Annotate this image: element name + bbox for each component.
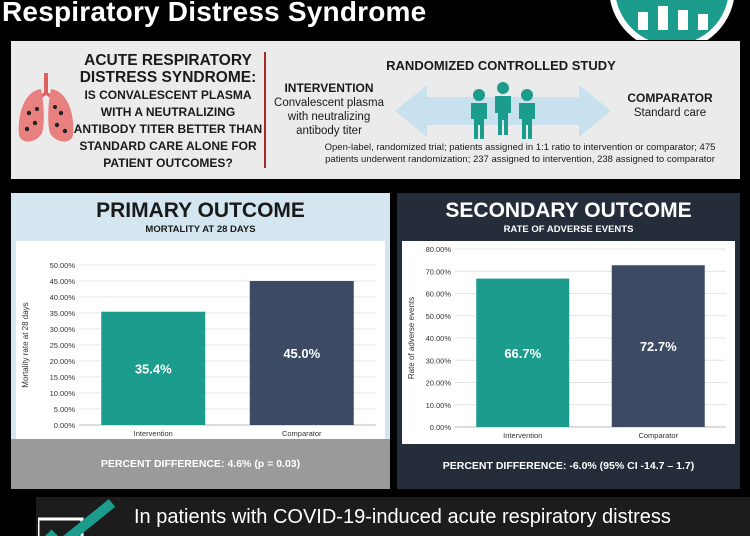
data-label: 66.7% <box>504 346 541 361</box>
y-tick-label: 35.00% <box>50 309 76 318</box>
y-tick-label: 0.00% <box>54 421 76 430</box>
rct-title: RANDOMIZED CONTROLLED STUDY <box>386 58 616 73</box>
intervention-label: INTERVENTION <box>284 81 374 95</box>
y-axis-label: Mortality rate at 28 days <box>21 302 30 387</box>
primary-chart: 0.00% 5.00% 10.00% 15.00% 20.00% 25.00% 30.00%… <box>16 241 385 439</box>
secondary-title: SECONDARY OUTCOME <box>445 199 692 222</box>
lungs-icon <box>18 73 74 142</box>
y-tick-label: 25.00% <box>50 341 76 350</box>
question-title: ACUTE RESPIRATORY DISTRESS SYNDROME: <box>79 52 257 86</box>
secondary-outcome-panel: SECONDARY OUTCOME RATE OF ADVERSE EVENTS… <box>397 193 740 489</box>
conclusion-bar: In patients with COVID-19-induced acute … <box>36 497 750 536</box>
y-tick-label: 50.00% <box>50 261 76 270</box>
secondary-chart-svg: 0.00% 10.00% 20.00% 30.00% 40.00% 50.00% 60.00… <box>407 245 726 440</box>
people-icon <box>395 82 611 139</box>
divider <box>264 52 266 168</box>
secondary-percent-difference: PERCENT DIFFERENCE: -6.0% (95% CI -14.7 … <box>442 460 695 472</box>
primary-percent-difference: PERCENT DIFFERENCE: 4.6% (p = 0.03) <box>11 439 390 489</box>
y-tick-label: 15.00% <box>50 373 76 382</box>
y-tick-label: 70.00% <box>426 267 452 276</box>
primary-subtitle: MORTALITY AT 28 DAYS <box>145 224 256 235</box>
x-tick-label: Intervention <box>503 431 542 440</box>
x-tick-label: Comparator <box>638 431 678 440</box>
data-label: 45.0% <box>283 346 320 361</box>
y-tick-label: 20.00% <box>426 379 452 388</box>
secondary-subtitle: RATE OF ADVERSE EVENTS <box>503 224 634 235</box>
intervention-text: Convalescent plasma with neutralizing an… <box>274 97 384 137</box>
x-tick-label: Comparator <box>282 429 322 438</box>
bar-comparator <box>249 281 354 425</box>
rct-description: Open-label, randomized trial; patients a… <box>324 142 716 165</box>
y-tick-label: 80.00% <box>426 245 452 254</box>
y-tick-label: 40.00% <box>426 334 452 343</box>
y-tick-label: 40.00% <box>50 293 76 302</box>
y-axis-label: Rate of adverse events <box>407 297 416 379</box>
y-tick-label: 5.00% <box>54 405 76 414</box>
y-tick-label: 30.00% <box>50 325 76 334</box>
y-tick-label: 50.00% <box>426 312 452 321</box>
y-tick-label: 20.00% <box>50 357 76 366</box>
primary-chart-svg: 0.00% 5.00% 10.00% 15.00% 20.00% 25.00% 30.00%… <box>21 261 376 438</box>
comparator-label: COMPARATOR <box>627 91 713 105</box>
secondary-chart: 0.00% 10.00% 20.00% 30.00% 40.00% 50.00% 60.00… <box>402 241 735 444</box>
primary-title: PRIMARY OUTCOME <box>96 199 305 222</box>
checkmark-icon <box>38 499 116 536</box>
comparator-block: COMPARATOR Standard care <box>615 91 725 120</box>
y-tick-label: 45.00% <box>50 277 76 286</box>
study-summary: ACUTE RESPIRATORY DISTRESS SYNDROME: IS … <box>11 41 740 179</box>
data-label: 35.4% <box>135 361 172 376</box>
x-tick-label: Intervention <box>134 429 173 438</box>
y-tick-label: 10.00% <box>426 401 452 410</box>
title-bar: Respiratory Distress Syndrome <box>0 0 750 40</box>
journal-logo-icon <box>610 0 734 40</box>
conclusion-text: In patients with COVID-19-induced acute … <box>134 506 671 528</box>
comparator-text: Standard care <box>633 107 707 119</box>
data-label: 72.7% <box>640 339 677 354</box>
primary-outcome-panel: PRIMARY OUTCOME MORTALITY AT 28 DAYS 0.0… <box>11 193 390 489</box>
bar-comparator <box>611 265 705 427</box>
bar-intervention <box>101 311 206 425</box>
page-title: Respiratory Distress Syndrome <box>2 0 427 27</box>
clinical-question: ACUTE RESPIRATORY DISTRESS SYNDROME: IS … <box>73 52 263 172</box>
y-tick-label: 30.00% <box>426 356 452 365</box>
y-tick-label: 60.00% <box>426 290 452 299</box>
y-tick-label: 10.00% <box>50 389 76 398</box>
bar-intervention <box>476 278 570 427</box>
question-text: IS CONVALESCENT PLASMA WITH A NEUTRALIZI… <box>73 88 263 170</box>
y-tick-label: 0.00% <box>430 423 452 432</box>
intervention-block: INTERVENTION Convalescent plasma with ne… <box>273 81 385 138</box>
